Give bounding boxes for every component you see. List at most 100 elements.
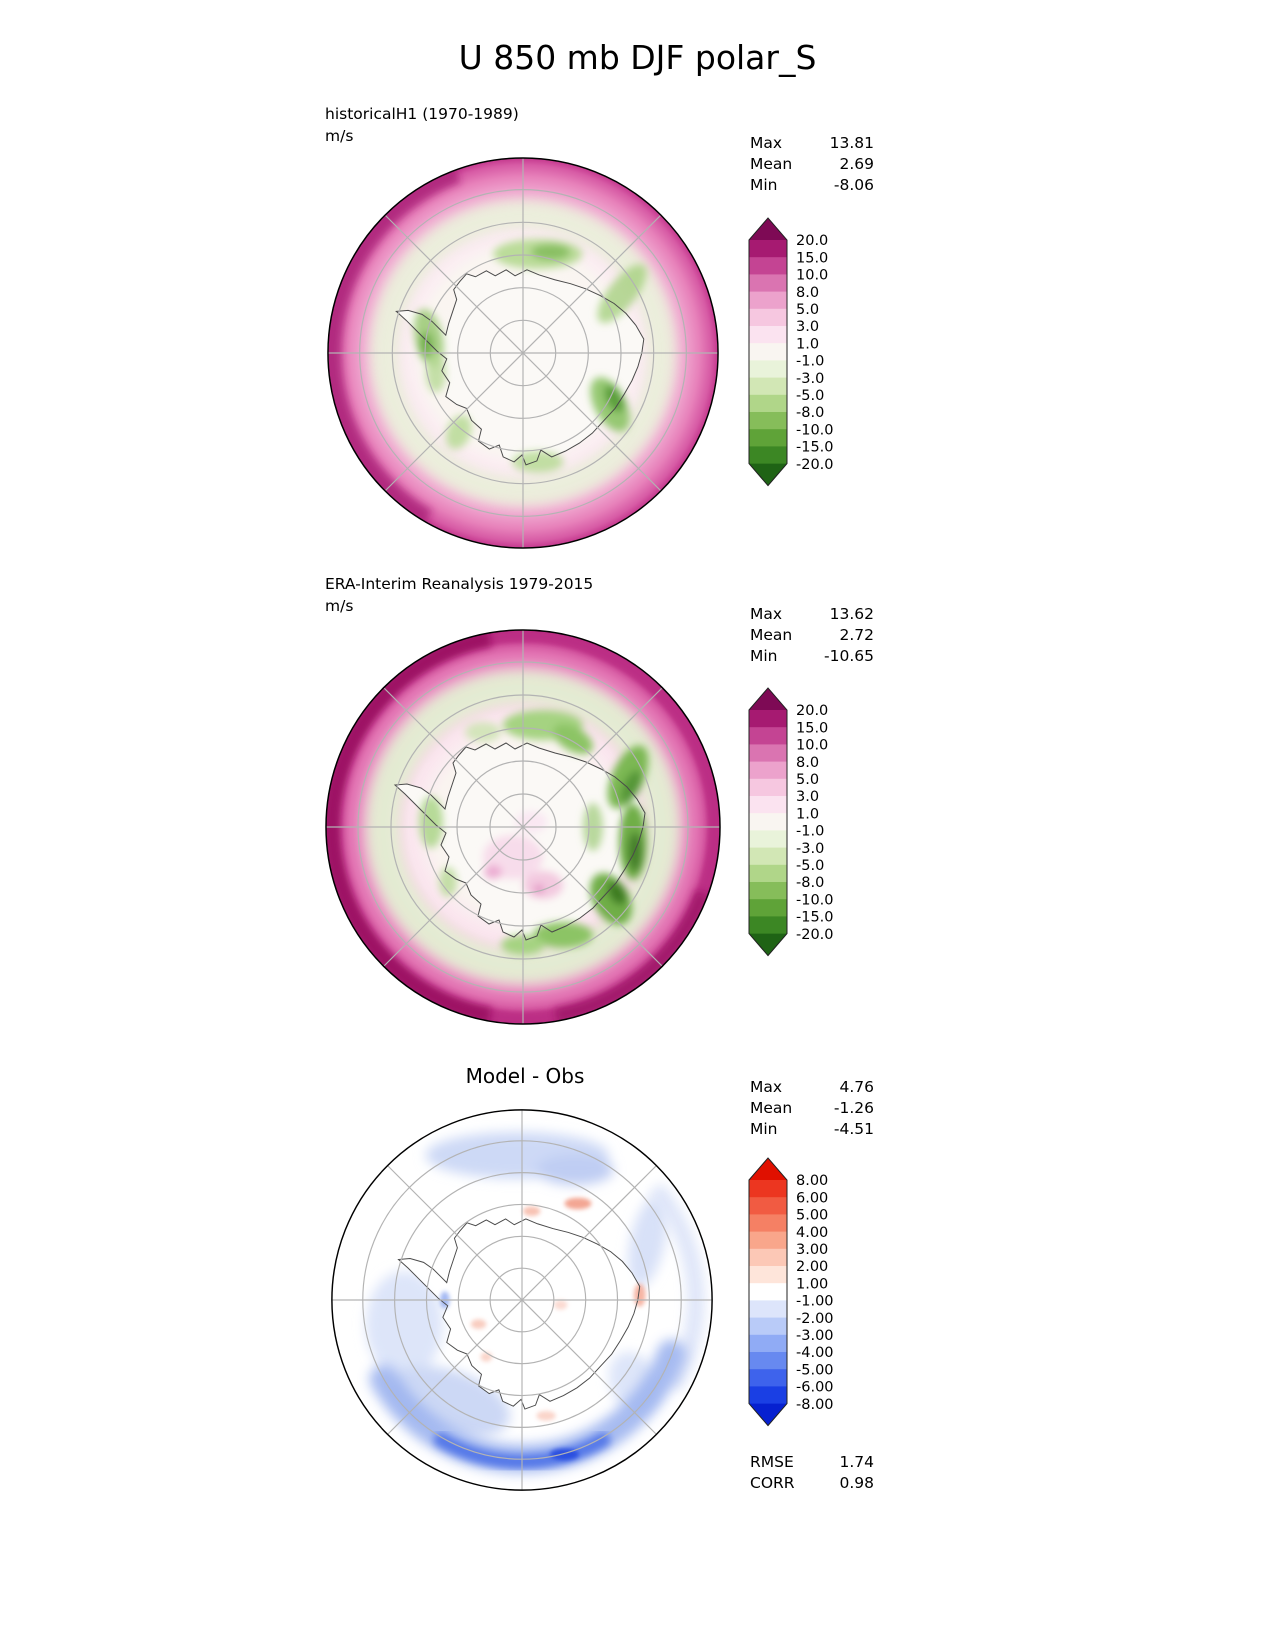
colorbar-tick-label: 1.0 — [796, 336, 819, 352]
colorbar-tick-label: 15.0 — [796, 720, 828, 736]
colorbar-tick-label: 5.0 — [796, 772, 819, 788]
colorbar-segment — [749, 1214, 787, 1232]
colorbar-segment — [749, 899, 787, 917]
panel3-colorbar: 8.00 6.00 5.00 4.00 3.00 2.00 1.00 -1.00 -2.00 -3… — [748, 1154, 860, 1436]
colorbar-tick-label: -4.00 — [796, 1345, 834, 1361]
colorbar-extend-max — [749, 218, 787, 240]
panel2-stats: Max 13.62 Mean 2.72 Min -10.65 — [750, 604, 874, 667]
panel3-metrics: RMSE 1.74 CORR 0.98 — [750, 1452, 874, 1494]
panel2-label-block: ERA-Interim Reanalysis 1979-2015 m/s — [325, 574, 593, 617]
colorbar-tick-label: 15.0 — [796, 250, 828, 266]
colorbar-tick-label: 4.00 — [796, 1225, 828, 1241]
panel1-stats: Max 13.81 Mean 2.69 Min -8.06 — [750, 133, 874, 196]
colorbar-outline — [748, 687, 788, 957]
colorbar-tick-label: 3.0 — [796, 319, 819, 335]
panel2-dataset-label: ERA-Interim Reanalysis 1979-2015 — [325, 575, 594, 593]
stat-row: Max 13.81 — [750, 133, 874, 154]
colorbar-segment — [749, 727, 787, 745]
map-boundary — [325, 629, 721, 1025]
colorbar-tick-label: 1.0 — [796, 806, 819, 822]
stat-row: Mean -1.26 — [750, 1098, 874, 1119]
colorbar-extend-min — [749, 463, 787, 486]
diff-map — [331, 1109, 713, 1491]
colorbar-tick-label: -1.0 — [796, 354, 824, 370]
stat-value: 2.69 — [839, 155, 874, 173]
colorbar-segment — [749, 308, 787, 327]
stat-name: Max — [750, 605, 783, 623]
stat-name: Mean — [750, 155, 793, 173]
panel2-colorbar: 20.0 15.0 10.0 8.0 5.0 3.0 1.0 -1.0 -3.0 -5.0 -8.0… — [748, 684, 860, 966]
stat-value: -10.65 — [824, 647, 874, 665]
map-boundary — [331, 1109, 713, 1491]
colorbar-extend-min — [749, 933, 787, 956]
colorbar-tick-label: 3.0 — [796, 789, 819, 805]
colorbar-segment — [749, 1231, 787, 1250]
stat-row: Min -10.65 — [750, 646, 874, 667]
colorbar-segment — [749, 291, 787, 310]
stat-value: 13.62 — [829, 605, 874, 623]
stat-row: Max 4.76 — [750, 1077, 874, 1098]
colorbar-tick-label: -3.0 — [796, 371, 824, 387]
negative-bias-patches — [365, 1132, 667, 1437]
colorbar-segment — [749, 1248, 787, 1267]
panel1-units-label: m/s — [325, 126, 354, 145]
colorbar-tick-label: 20.0 — [796, 233, 828, 249]
colorbar-segment — [749, 412, 787, 430]
colorbar-tick-label: 10.0 — [796, 268, 828, 284]
stat-name: RMSE — [750, 1453, 794, 1471]
stat-value: 1.74 — [839, 1453, 874, 1471]
colorbar-segment — [749, 813, 787, 831]
colorbar-tick-label: 8.0 — [796, 755, 819, 771]
panel1-colorbar: 20.0 15.0 10.0 8.0 5.0 3.0 1.0 -1.0 -3.0 -5.0 -8.0… — [748, 214, 860, 496]
stat-value: -1.26 — [833, 1099, 874, 1117]
colorbar-tick-label: -2.00 — [796, 1311, 834, 1327]
panel1-dataset-label: historicalH1 (1970-1989) — [325, 105, 519, 123]
colorbar-tick-label: -1.00 — [796, 1294, 834, 1310]
colorbar-tick-label: 20.0 — [796, 703, 828, 719]
colorbar-tick-label: -20.0 — [796, 457, 834, 473]
colorbar-segment — [749, 778, 787, 797]
colorbar-segment — [749, 710, 787, 728]
colorbar-segment — [749, 1334, 787, 1353]
stat-row: RMSE 1.74 — [750, 1452, 874, 1473]
colorbar-tick-label: -3.0 — [796, 841, 824, 857]
stat-row: Min -4.51 — [750, 1119, 874, 1140]
colorbar-tick-label: -8.00 — [796, 1397, 834, 1413]
stat-value: 13.81 — [829, 134, 874, 152]
colorbar-segment — [749, 377, 787, 396]
colorbar-segment — [749, 864, 787, 883]
colorbar-tick-label: 5.00 — [796, 1208, 828, 1224]
colorbar-segment — [749, 796, 787, 814]
stat-name: Mean — [750, 626, 793, 644]
colorbar-tick-label: -8.0 — [796, 875, 824, 891]
obs-map — [325, 629, 721, 1025]
stat-name: Max — [750, 134, 783, 152]
colorbar-segment — [749, 1266, 787, 1284]
positive-bias-specks — [439, 1197, 646, 1421]
colorbar-segment — [749, 429, 787, 447]
colorbar-extend-max — [749, 1158, 787, 1180]
latlon-grid — [326, 630, 720, 1024]
stat-value: -8.06 — [833, 176, 874, 194]
latlon-grid — [332, 1110, 712, 1490]
colorbar-tick-label: 3.00 — [796, 1242, 828, 1258]
colorbar-tick-label: -3.00 — [796, 1328, 834, 1344]
colorbar-tick-label: -1.0 — [796, 824, 824, 840]
colorbar-svg: 20.015.0 10.08.05.03.01.0 -1.0-3.0-5.0-8.0… — [748, 217, 834, 487]
stat-row: Min -8.06 — [750, 175, 874, 196]
colorbar-extend-max — [749, 688, 787, 710]
latlon-grid — [328, 158, 718, 548]
colorbar-segment — [749, 343, 787, 361]
colorbar-segment — [749, 1317, 787, 1336]
colorbar-segment — [749, 1369, 787, 1387]
colorbar-segment — [749, 274, 787, 292]
stat-name: Min — [750, 647, 778, 665]
stat-name: Min — [750, 176, 778, 194]
colorbar-tick-label: -10.0 — [796, 892, 834, 908]
stat-name: Max — [750, 1078, 783, 1096]
colorbar-tick-label: 8.0 — [796, 285, 819, 301]
colorbar-tick-label: 1.00 — [796, 1276, 828, 1292]
colorbar-tick-label: -15.0 — [796, 910, 834, 926]
right-edge-bias-arc — [648, 1182, 705, 1392]
colorbar-tick-label: -15.0 — [796, 440, 834, 456]
